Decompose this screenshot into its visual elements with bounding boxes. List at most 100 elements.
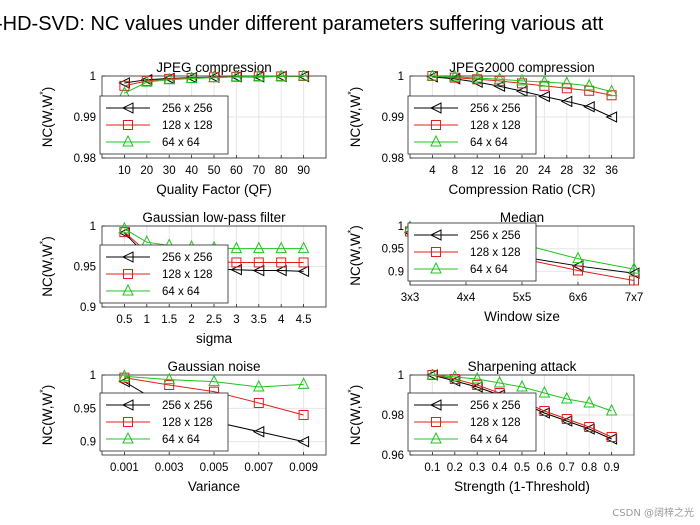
legend-label: 256 x 256 [470,103,521,115]
x-tick-label: 3.5 [251,314,267,326]
data-point [297,377,310,389]
x-tick-label: 32 [583,165,596,177]
legend-label: 64 x 64 [470,137,508,149]
panel-title: JPEG compression [156,60,272,75]
x-tick-label: 30 [163,165,176,177]
data-point [252,264,265,277]
x-tick-label: 80 [275,165,288,177]
data-point [471,70,484,83]
data-point [118,369,131,381]
panel-title: Gaussian noise [167,359,260,374]
data-point [275,264,287,277]
y-tick-label: 1 [90,370,96,382]
legend-marker [431,417,441,427]
data-point [163,372,176,385]
x-tick-label: 0.5 [116,314,132,326]
legend-label: 128 x 128 [470,120,521,132]
legend-marker [430,431,442,444]
data-point [516,73,528,86]
data-point [448,70,461,82]
x-tick-label: 0.2 [447,462,463,474]
x-tick-label: 4 [429,165,436,177]
legend-label: 128 x 128 [162,417,213,429]
y-axis-label: NC(W,W*) [346,225,363,286]
legend-marker [122,431,134,444]
data-point [605,84,618,97]
y-tick-label: 0.99 [382,112,404,124]
x-tick-label: 50 [208,165,221,177]
data-point [276,257,287,268]
data-point [253,257,264,268]
legend-marker [123,269,133,279]
data-point [185,71,198,83]
x-tick-label: 8 [452,165,458,177]
x-axis-label: Window size [484,309,560,324]
legend-marker [123,417,133,427]
y-tick-label: 0.96 [382,450,404,462]
data-point [208,374,220,387]
x-tick-label: 0.1 [424,462,440,474]
series-line [432,374,612,412]
x-tick-label: 24 [538,165,551,177]
data-point [298,257,309,268]
data-point [560,95,573,108]
legend: 256 x 256 128 x 128 64 x 64 [99,392,229,452]
data-point [629,275,639,286]
data-point [426,70,439,81]
x-tick-label: 16 [493,165,506,177]
x-tick-label: 0.005 [200,462,229,474]
series-line [432,75,612,93]
x-tick-label: 0.3 [469,462,485,474]
x-tick-label: 0.9 [604,462,620,474]
x-tick-label: 3 [233,314,239,326]
panel-title: JPEG2000 compression [449,60,595,75]
x-tick-label: 28 [560,165,573,177]
data-point [606,432,617,442]
series-group [426,70,618,123]
y-tick-label: 0.95 [382,244,404,256]
x-tick-label: 2.5 [206,314,222,326]
watermark: CSDN @阔梓之光 [612,508,694,519]
legend-marker [429,102,442,114]
legend-marker [430,261,442,274]
y-tick-label: 0.95 [74,403,96,415]
x-axis-label: Compression Ratio (CR) [448,182,595,197]
x-tick-label: 0.001 [110,462,139,474]
legend-marker [431,120,441,130]
data-point [605,403,618,416]
y-tick-label: 1 [398,71,404,83]
data-point [297,265,310,278]
x-tick-label: 0.5 [514,462,530,474]
legend-marker [121,102,134,114]
x-tick-label: 7x7 [625,292,644,304]
data-point [605,111,618,123]
data-point [298,410,309,420]
data-point [628,261,640,274]
x-tick-label: 0.009 [289,462,318,474]
chart-panel: 3x3 4x4 5x5 6x6 7x7 0.9 0.95 1 Median Window size… [346,210,643,324]
legend-marker [429,229,442,241]
y-axis-label: NC(W,W*) [38,87,55,148]
data-point [297,435,310,448]
y-tick-label: 1 [90,221,96,233]
x-tick-label: 90 [297,165,310,177]
series-line [124,75,304,94]
chart-panel: 4 8 12 16 20 24 28 32 36 0.98 0.99 1 JPEG2000 compre… [346,60,635,197]
y-tick-label: 1 [90,71,96,83]
data-point [140,75,153,87]
data-point [252,425,265,438]
data-point [208,70,220,83]
x-tick-label: 36 [605,165,618,177]
data-point [560,391,573,404]
data-point [515,85,528,97]
data-point [119,80,130,91]
legend-label: 128 x 128 [470,417,521,429]
chart-panel: 0.1 0.2 0.3 0.4 0.5 0.6 0.7 0.8 0.9 0.96 0.98 1 Shar… [346,359,635,494]
chart-panel: 0.001 0.003 0.005 0.007 0.009 0.9 0.95 1 Gaussia… [38,359,327,494]
data-point [573,265,583,276]
data-point [494,75,505,86]
data-point [572,251,584,264]
legend-label: 64 x 64 [470,264,508,276]
data-point [538,90,550,103]
panel-title: Sharpening attack [468,359,577,374]
